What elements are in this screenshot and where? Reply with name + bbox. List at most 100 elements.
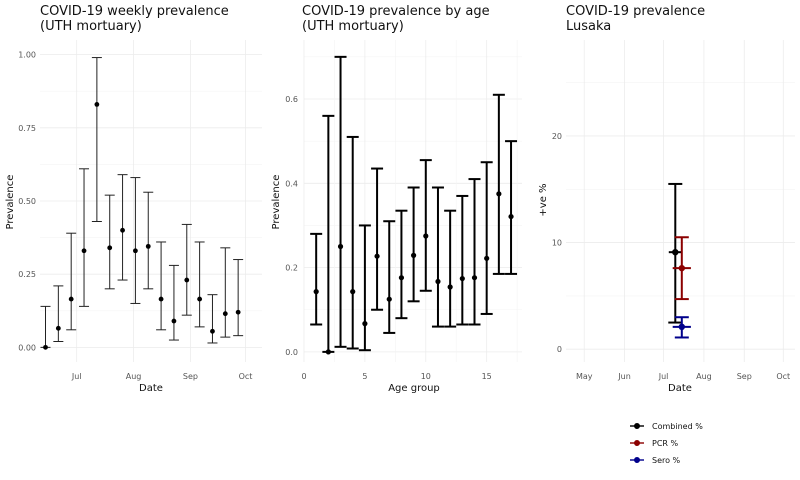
age-point bbox=[362, 321, 368, 327]
panel-lusaka-title: COVID-19 prevalence bbox=[566, 4, 705, 19]
combined-point bbox=[672, 248, 679, 256]
legend-item: Sero % bbox=[630, 456, 681, 465]
panel-weekly-xlabel: Date bbox=[139, 383, 163, 394]
weekly-errorbar bbox=[40, 305, 51, 348]
age-errorbar bbox=[468, 178, 481, 326]
age-errorbar bbox=[419, 159, 432, 292]
age-point bbox=[447, 284, 453, 290]
weekly-point bbox=[145, 243, 151, 249]
x-tick-label: Oct bbox=[239, 372, 253, 381]
age-point bbox=[398, 275, 405, 281]
y-tick-label: 10 bbox=[552, 239, 562, 248]
sero-errorbar bbox=[672, 316, 691, 339]
weekly-errorbar bbox=[91, 57, 102, 222]
panel-lusaka-xlabel: Date bbox=[668, 383, 692, 394]
age-errorbar bbox=[395, 209, 408, 320]
weekly-errorbar bbox=[117, 174, 128, 281]
age-errorbar bbox=[431, 186, 444, 328]
weekly-errorbar bbox=[233, 259, 244, 337]
panel-lusaka-ylabel: +ve % bbox=[538, 183, 549, 216]
age-point bbox=[386, 296, 392, 302]
panel-age-subtitle: (UTH mortuary) bbox=[302, 19, 404, 34]
panel-age-title: COVID-19 prevalence by age bbox=[302, 4, 490, 19]
panel-weekly: COVID-19 weekly prevalence (UTH mortuary… bbox=[5, 4, 262, 394]
weekly-errorbar bbox=[143, 191, 154, 290]
weekly-errorbar bbox=[194, 241, 205, 328]
legend-label: Sero % bbox=[652, 456, 681, 465]
age-errorbar bbox=[383, 220, 396, 334]
legend-item: PCR % bbox=[630, 439, 679, 448]
age-point bbox=[313, 289, 319, 295]
age-point bbox=[423, 233, 429, 239]
weekly-errorbar bbox=[53, 285, 64, 343]
age-errorbar bbox=[322, 114, 335, 353]
age-point bbox=[471, 275, 478, 281]
pcr-errorbar bbox=[672, 236, 691, 301]
x-tick-label: Aug bbox=[126, 372, 142, 381]
weekly-errorbar bbox=[220, 247, 231, 338]
panel-weekly-title: COVID-19 weekly prevalence bbox=[40, 4, 229, 19]
x-tick-label: Jun bbox=[617, 372, 631, 381]
age-point bbox=[350, 289, 356, 295]
x-tick-label: 10 bbox=[421, 372, 431, 381]
panel-lusaka: COVID-19 prevalence Lusaka 0 10 20 May Jun J… bbox=[538, 4, 795, 394]
panel-weekly-subtitle: (UTH mortuary) bbox=[40, 19, 142, 34]
weekly-point bbox=[94, 102, 100, 107]
age-point bbox=[496, 191, 502, 197]
y-tick-label: 0 bbox=[557, 345, 562, 354]
weekly-errorbar bbox=[66, 232, 77, 331]
x-tick-label: Sep bbox=[183, 372, 198, 381]
legend-item: Combined % bbox=[630, 422, 703, 431]
age-errorbar bbox=[480, 161, 493, 315]
age-point bbox=[374, 253, 380, 259]
y-tick-label: 0.4 bbox=[285, 179, 298, 188]
age-point bbox=[508, 213, 514, 220]
age-errorbar bbox=[371, 167, 384, 311]
age-errorbar bbox=[444, 209, 457, 328]
weekly-errorbar bbox=[207, 294, 218, 344]
weekly-point bbox=[120, 227, 125, 233]
weekly-point bbox=[55, 325, 61, 331]
age-errorbar bbox=[346, 135, 359, 350]
age-errorbar bbox=[407, 186, 420, 303]
x-tick-label: 15 bbox=[482, 372, 492, 381]
legend-key-point bbox=[634, 423, 640, 429]
weekly-point bbox=[68, 296, 74, 302]
y-tick-label: 0.0 bbox=[285, 348, 298, 357]
combined-errorbar bbox=[668, 182, 683, 324]
legend-key-point bbox=[634, 457, 640, 463]
y-tick-label: 0.6 bbox=[285, 95, 298, 104]
panel-lusaka-subtitle: Lusaka bbox=[566, 19, 611, 34]
x-tick-label: Jul bbox=[71, 372, 82, 381]
legend-label: Combined % bbox=[652, 422, 703, 431]
y-tick-label: 0.50 bbox=[18, 197, 36, 206]
x-tick-label: May bbox=[576, 372, 593, 381]
y-tick-label: 20 bbox=[552, 132, 562, 141]
panel-age-xlabel: Age group bbox=[388, 383, 440, 394]
y-tick-label: 0.00 bbox=[18, 343, 36, 352]
weekly-errorbar bbox=[156, 241, 167, 331]
weekly-point bbox=[107, 245, 113, 251]
weekly-point bbox=[235, 309, 241, 315]
panel-age: COVID-19 prevalence by age (UTH mortuary… bbox=[271, 4, 522, 394]
age-errorbar bbox=[492, 93, 505, 275]
weekly-errorbar bbox=[181, 223, 192, 316]
age-errorbar bbox=[358, 224, 371, 352]
sero-point bbox=[678, 323, 686, 331]
pcr-point bbox=[678, 264, 686, 272]
y-tick-label: 0.2 bbox=[285, 264, 298, 273]
weekly-errorbar bbox=[168, 264, 179, 341]
age-errorbar bbox=[505, 140, 518, 275]
age-point bbox=[337, 243, 344, 250]
y-tick-label: 1.00 bbox=[18, 51, 36, 60]
age-point bbox=[411, 252, 417, 258]
weekly-errorbar bbox=[104, 194, 115, 290]
weekly-point bbox=[81, 248, 87, 254]
weekly-point bbox=[43, 344, 48, 350]
y-tick-label: 0.75 bbox=[18, 124, 36, 133]
x-tick-label: Sep bbox=[737, 372, 752, 381]
weekly-point bbox=[184, 277, 190, 283]
legend-key-point bbox=[634, 440, 640, 446]
age-errorbar bbox=[310, 232, 323, 326]
x-tick-label: Jul bbox=[658, 372, 669, 381]
